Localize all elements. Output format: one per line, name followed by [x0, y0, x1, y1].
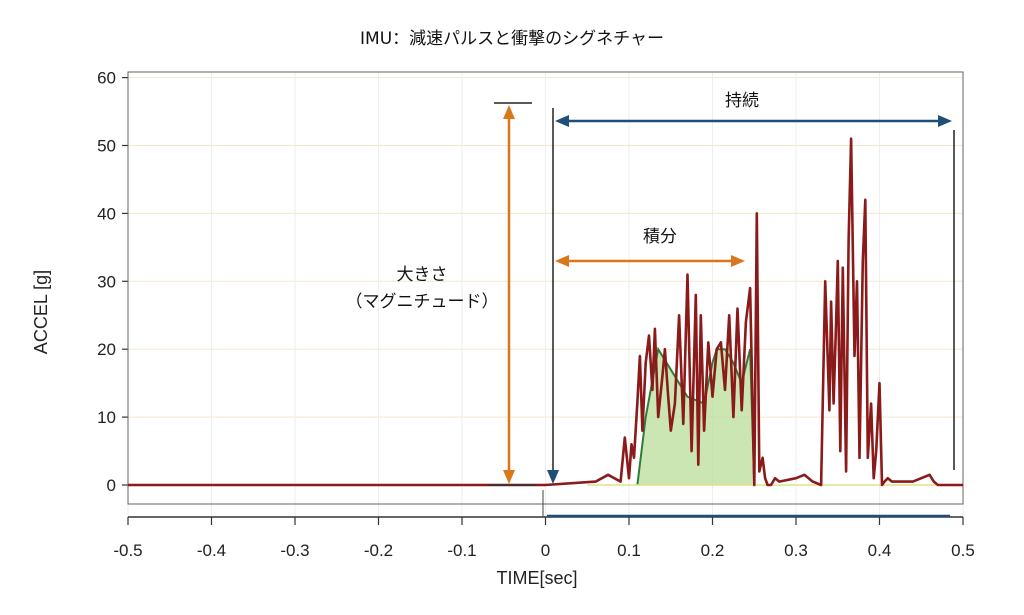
series-marks — [128, 137, 963, 487]
x-tick-label: -0.3 — [280, 541, 309, 560]
x-tick-label: -0.2 — [364, 541, 393, 560]
duration-arrowhead-right — [938, 115, 952, 127]
integral-arrowhead-right — [731, 255, 745, 267]
y-axis-label: ACCEL [g] — [31, 270, 51, 354]
y-tick-label: 10 — [97, 408, 116, 427]
x-tick-label: 0.3 — [784, 541, 808, 560]
y-tick-label: 50 — [97, 137, 116, 156]
plot-frame — [127, 71, 964, 505]
y-tick-label: 60 — [97, 69, 116, 88]
x-tick-label: 0.2 — [701, 541, 725, 560]
chart-title: IMU：減速パルスと衝撃のシグネチャー — [360, 29, 664, 49]
signal-line — [128, 137, 963, 487]
x-tick-label: 0.4 — [868, 541, 892, 560]
x-axis-label: TIME[sec] — [496, 568, 577, 588]
magnitude-label-1: 大きさ — [397, 265, 448, 285]
y-tick-label: 40 — [97, 204, 116, 223]
x-tick-label: 0.1 — [617, 541, 641, 560]
integral-arrowhead-left — [555, 255, 569, 267]
magnitude-label-2: （マグニチュード） — [346, 292, 499, 312]
y-tick-label: 20 — [97, 340, 116, 359]
y-axis-ticks: 60 50 40 30 20 10 0 — [97, 69, 128, 495]
magnitude-arrowhead-up — [503, 105, 515, 119]
x-tick-label: 0.5 — [951, 541, 975, 560]
duration-label: 持続 — [725, 91, 759, 111]
x-axis-ticks: -0.5 -0.4 -0.3 -0.2 -0.1 0 0.1 0.2 0.3 0.4 0.5 — [113, 517, 975, 560]
x-tick-label: 0 — [541, 541, 550, 560]
duration-arrowhead-left — [555, 115, 569, 127]
y-tick-label: 30 — [97, 272, 116, 291]
x-tick-label: -0.5 — [113, 541, 142, 560]
start-marker-arrowhead — [547, 470, 559, 484]
y-tick-label: 0 — [107, 476, 116, 495]
magnitude-arrowhead-down — [503, 470, 515, 484]
integral-label: 積分 — [643, 227, 677, 247]
x-tick-label: -0.1 — [447, 541, 476, 560]
x-tick-label: -0.4 — [197, 541, 226, 560]
